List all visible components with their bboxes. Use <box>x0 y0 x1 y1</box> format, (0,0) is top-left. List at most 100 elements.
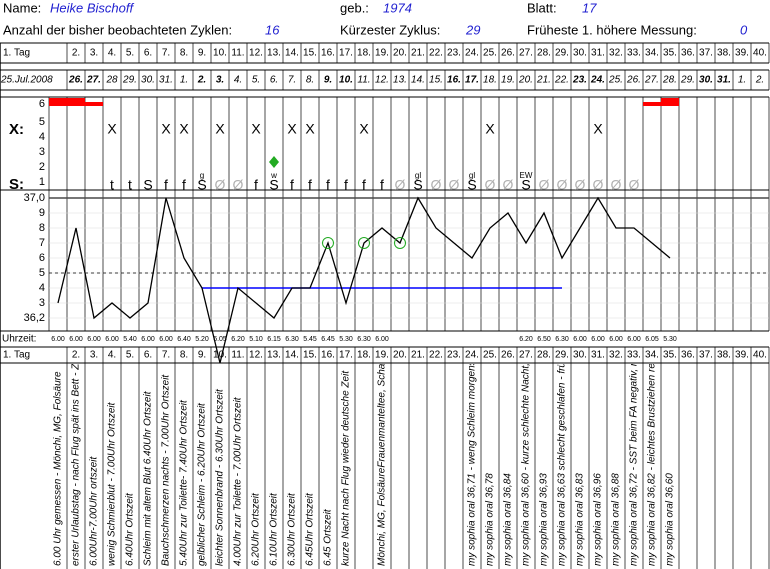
date-label: 12. <box>375 75 389 86</box>
s-mark: t <box>128 177 132 193</box>
bleeding-bar <box>67 98 85 106</box>
date-label: 5. <box>252 75 260 86</box>
note: my sophia oral 36,84 <box>503 473 514 566</box>
day-label: 24. <box>465 48 479 59</box>
date-label: 20. <box>518 75 533 86</box>
date-label: 29. <box>680 75 695 86</box>
day-label: 4. <box>108 350 116 361</box>
earliest-label: Früheste 1. höhere Messung: <box>527 22 697 37</box>
note: my sophia oral 36,60 - kurze schlechte N… <box>521 244 532 566</box>
time-label: 6.20 <box>519 336 533 343</box>
day-label: 32. <box>609 350 623 361</box>
note: Schleim mit altem Blut 6.40Uhr Ortszeit <box>143 390 154 566</box>
s-mark: Ø <box>431 177 442 193</box>
note: 6.45Uhr Ortszeit <box>305 492 316 566</box>
note: 5.40Uhr zur Toilette- 7.40Uhr Ortszeit <box>179 399 190 566</box>
date-label: 30. <box>141 75 155 86</box>
day-label: 39. <box>735 48 749 59</box>
s-mark: S <box>197 177 206 193</box>
temp-circle <box>358 237 370 249</box>
s-mark: f <box>344 177 348 193</box>
time-label: 6.45 <box>321 336 335 343</box>
date-label: 31. <box>159 75 173 86</box>
s-mark: f <box>380 177 384 193</box>
day-label: 30. <box>573 350 587 361</box>
date-label: 15. <box>429 75 443 86</box>
note: kurze Nacht nach Flug wieder deutsche Ze… <box>341 370 352 566</box>
note: 6.20Uhr Ortszeit <box>251 492 262 566</box>
time-label: 6.50 <box>537 336 551 343</box>
day-label: 18. <box>357 350 371 361</box>
date-label: 14. <box>411 75 425 86</box>
s-mark: Ø <box>449 177 460 193</box>
day-label: 13. <box>267 350 281 361</box>
date-label: 9. <box>324 75 332 86</box>
date-label: 4. <box>234 75 242 86</box>
note: my sophia oral 36,60 <box>665 473 676 566</box>
date-label: 24. <box>590 75 605 86</box>
cervix-diamond <box>269 156 279 168</box>
day-label: 37. <box>699 48 713 59</box>
day-label: 36. <box>681 48 695 59</box>
day-label: 7. <box>162 48 170 59</box>
time-label: 6.00 <box>51 336 65 343</box>
temperature-line <box>57 196 671 364</box>
note: my sophia oral 36,88 <box>611 473 622 566</box>
date-label: 18. <box>483 75 497 86</box>
x-mark: X <box>359 121 369 137</box>
s-mark: Ø <box>611 177 622 193</box>
day-label: 20. <box>393 350 407 361</box>
date-label: 28 <box>105 75 118 86</box>
note: wenig Schmierblut - 7.00Uhr Ortszeit <box>107 401 118 566</box>
day-label: 6. <box>144 48 152 59</box>
row-label: 5 <box>39 116 45 128</box>
date-label: 27. <box>86 75 101 86</box>
date-label: 7. <box>288 75 296 86</box>
notes: 6.00 Uhr gemessen - Mönchi, MG, Folsäure… <box>53 244 676 566</box>
day-label: 3. <box>90 350 98 361</box>
note: gelblicher Schleim - 6.20Uhr Ortszeit <box>197 402 208 566</box>
day-label: 18. <box>357 48 371 59</box>
date-label: 2. <box>755 75 764 86</box>
date-label: 16. <box>447 75 461 86</box>
day-label: 13. <box>267 48 281 59</box>
s-mark: Ø <box>503 177 514 193</box>
y-tick-label: 36,2 <box>24 312 45 324</box>
day-label: 22. <box>429 350 443 361</box>
day-label: 16. <box>321 48 335 59</box>
day-label: 9. <box>198 48 206 59</box>
day-label: 37. <box>699 350 713 361</box>
bleeding-bar <box>643 102 661 106</box>
date-label: 6. <box>270 75 278 86</box>
time-label: 6.30 <box>357 336 371 343</box>
s-mark: S <box>521 177 530 193</box>
day-label: 27. <box>519 48 533 59</box>
day-label: 21. <box>411 350 425 361</box>
day-label: 12. <box>249 350 263 361</box>
s-mark: S <box>467 177 476 193</box>
date-label: 1. <box>738 75 746 86</box>
date-label: 26. <box>68 75 83 86</box>
day-label: 1. Tag <box>3 48 30 59</box>
day-label: 17. <box>339 350 353 361</box>
day-label: 34. <box>645 350 659 361</box>
row-label: 2 <box>39 161 45 173</box>
y-tick-label: 4 <box>39 282 45 294</box>
day-label: 8. <box>180 48 188 59</box>
time-label: 6.00 <box>159 336 173 343</box>
time-label: 6.00 <box>573 336 587 343</box>
date-label: 10. <box>339 75 353 86</box>
day-label: 25. <box>483 350 497 361</box>
born-value: 1974 <box>383 0 412 15</box>
y-tick-label: 7 <box>39 237 45 249</box>
note: 6.00Uhr-7.00Uhr ortszeit <box>89 455 100 566</box>
sheet-label: Blatt: <box>527 0 557 15</box>
note: my sophia oral 36,93 <box>539 473 550 566</box>
day-label: 5. <box>126 350 134 361</box>
note: my sophia oral 36,82 - leichtes Brustzie… <box>647 345 658 566</box>
day-label: 20. <box>393 48 407 59</box>
s-mark: t <box>110 177 114 193</box>
day-label: 5. <box>126 48 134 59</box>
note: my sophia oral 36,96 <box>593 473 604 566</box>
s-mark: f <box>254 177 258 193</box>
